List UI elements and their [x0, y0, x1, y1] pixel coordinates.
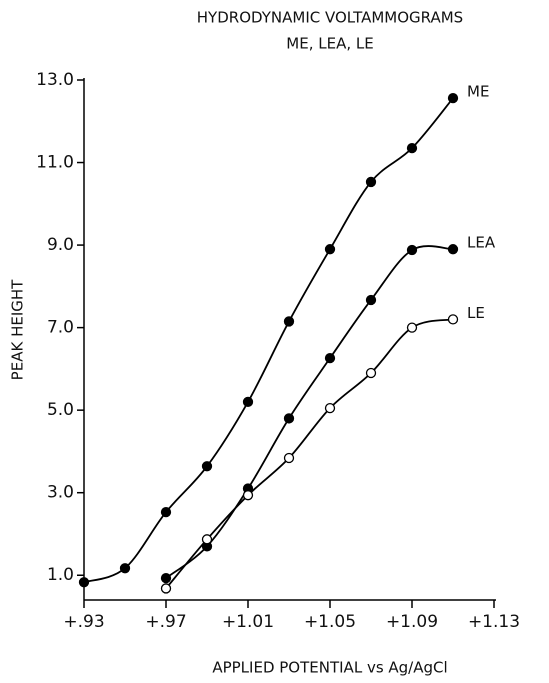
data-point — [160, 506, 172, 518]
data-point — [406, 244, 418, 256]
data-point — [447, 244, 459, 255]
data-point — [160, 583, 172, 594]
x-tick-label: +1.05 — [304, 612, 356, 632]
y-axis-label: PEAK HEIGHT — [9, 279, 27, 380]
data-point — [324, 353, 336, 364]
series-label: LE — [467, 304, 485, 322]
data-point — [119, 563, 131, 574]
y-tick-label: 1.0 — [47, 565, 74, 585]
data-point — [78, 577, 90, 588]
data-point — [242, 396, 254, 408]
y-tick-label: 13.0 — [36, 70, 74, 90]
data-point — [283, 452, 295, 464]
y-tick-label: 5.0 — [47, 400, 74, 420]
y-tick-label: 3.0 — [47, 483, 74, 503]
y-tick-label: 9.0 — [47, 235, 74, 255]
x-axis-label: APPLIED POTENTIAL vs Ag/AgCl — [212, 659, 447, 677]
data-point — [324, 244, 336, 255]
data-point — [447, 93, 459, 104]
fit-curve — [165, 245, 454, 579]
data-point — [201, 534, 213, 545]
data-point — [283, 413, 295, 424]
y-tick-label: 7.0 — [47, 318, 74, 338]
fit-curve — [83, 97, 454, 584]
data-point — [447, 314, 459, 325]
x-tick-label: +1.13 — [468, 612, 520, 632]
data-point — [365, 367, 377, 379]
data-point — [406, 322, 418, 333]
chart-subtitle: ME, LEA, LE — [286, 35, 373, 53]
x-tick-label: +.93 — [63, 612, 104, 632]
series-label: ME — [467, 83, 489, 101]
x-tick-label: +1.01 — [222, 612, 274, 632]
y-tick-label: 11.0 — [36, 153, 74, 173]
chart-title: HYDRODYNAMIC VOLTAMMOGRAMS — [197, 9, 463, 27]
data-point — [406, 142, 418, 154]
data-point — [365, 176, 377, 188]
data-point — [242, 490, 254, 501]
x-tick-label: +.97 — [145, 612, 186, 632]
series-label: LEA — [467, 234, 496, 252]
x-tick-label: +1.09 — [386, 612, 438, 632]
data-point — [201, 461, 213, 472]
data-point — [324, 402, 336, 414]
data-point — [160, 572, 172, 584]
data-point — [365, 294, 377, 306]
data-point — [283, 316, 295, 327]
fit-curve — [165, 318, 454, 590]
